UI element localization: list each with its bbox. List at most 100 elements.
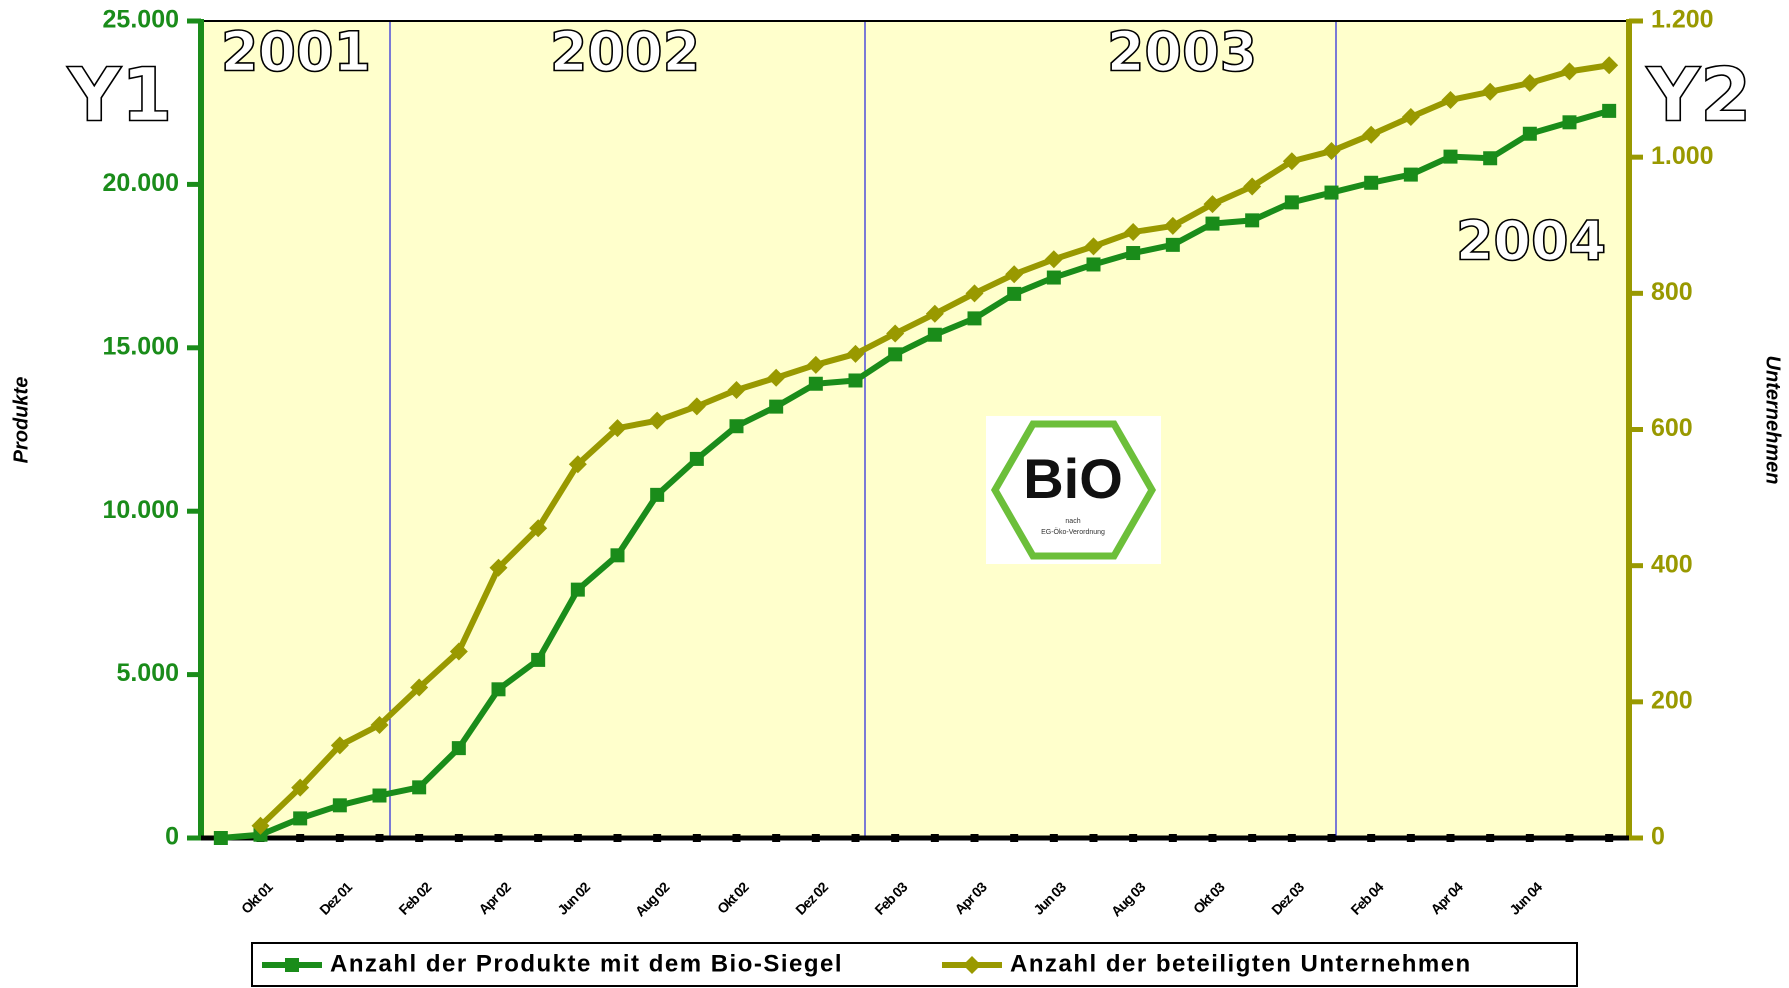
x-axis-tick <box>494 834 503 842</box>
marker <box>293 811 308 826</box>
marker <box>1522 126 1537 141</box>
marker <box>1403 167 1418 182</box>
x-tick-label: Aug 03 <box>1108 879 1149 920</box>
marker <box>570 582 585 597</box>
marker <box>1046 270 1061 285</box>
marker <box>729 419 744 434</box>
marker <box>1044 250 1063 269</box>
y-tick-label: 20.000 <box>103 169 179 197</box>
x-tick-label: Okt 02 <box>714 879 752 917</box>
marker <box>650 487 665 502</box>
marker <box>648 411 667 430</box>
x-axis-tick <box>1525 834 1534 842</box>
y-tick-label: 25.000 <box>103 6 179 34</box>
marker <box>1322 142 1341 161</box>
marker <box>806 355 825 374</box>
x-tick-label: Feb 04 <box>1347 879 1386 918</box>
x-axis-tick <box>1287 834 1296 842</box>
y2-tick-label: 800 <box>1651 278 1693 306</box>
marker <box>1443 149 1458 164</box>
marker <box>689 451 704 466</box>
marker <box>1124 223 1143 242</box>
marker <box>1007 286 1022 301</box>
x-axis-tick <box>1010 834 1019 842</box>
x-axis-tick <box>851 834 860 842</box>
x-axis-tick <box>1406 834 1415 842</box>
marker <box>1005 265 1024 284</box>
marker <box>608 419 627 438</box>
marker <box>808 376 823 391</box>
year-annotation: 2002 <box>550 21 700 84</box>
x-tick-label: Apr 03 <box>951 879 990 918</box>
x-axis-tick <box>1565 834 1574 842</box>
x-axis-tick <box>970 834 979 842</box>
logo-hexagon <box>990 420 1157 560</box>
marker <box>727 381 746 400</box>
marker <box>1520 73 1539 92</box>
marker <box>1243 177 1262 196</box>
marker <box>1441 90 1460 109</box>
x-axis-tick <box>811 834 820 842</box>
year-annotation: 2003 <box>1107 21 1257 84</box>
marker <box>1602 103 1617 118</box>
marker <box>1163 216 1182 235</box>
marker <box>767 368 786 387</box>
x-axis-tick <box>1208 834 1217 842</box>
marker <box>1481 82 1500 101</box>
marker <box>1086 257 1101 272</box>
marker <box>370 715 389 734</box>
x-axis-tick <box>1486 834 1495 842</box>
x-tick-label: Apr 02 <box>475 879 514 918</box>
marker <box>846 344 865 363</box>
x-tick-label: Okt 01 <box>238 879 276 917</box>
marker <box>1364 175 1379 190</box>
legend-marker <box>285 958 299 972</box>
x-axis-tick <box>1248 834 1257 842</box>
legend-label: Anzahl der Produkte mit dem Bio-Siegel <box>330 950 843 977</box>
marker <box>213 831 228 845</box>
marker <box>568 455 587 474</box>
x-axis-tick <box>692 834 701 842</box>
logo-bg <box>986 416 1161 564</box>
plot-area <box>201 21 1629 838</box>
marker <box>1324 185 1339 200</box>
y-axis-title: Produkte <box>10 377 32 464</box>
x-axis-tick <box>930 834 939 842</box>
y-tick-label: 15.000 <box>103 332 179 360</box>
marker <box>330 736 349 755</box>
x-tick-label: Dez 01 <box>316 879 355 918</box>
x-tick-label: Aug 02 <box>632 879 673 920</box>
x-axis-tick <box>1168 834 1177 842</box>
marker <box>1560 62 1579 81</box>
year-annotation: 2004 <box>1456 210 1606 273</box>
marker <box>967 311 982 326</box>
marker <box>1362 125 1381 144</box>
marker <box>1084 237 1103 256</box>
marker <box>1203 195 1222 214</box>
marker <box>769 399 784 414</box>
y2-tick-label: 1.200 <box>1651 6 1714 34</box>
x-axis-tick <box>1446 834 1455 842</box>
marker <box>1284 195 1299 210</box>
x-axis-tick <box>772 834 781 842</box>
y2-tick-label: 600 <box>1651 414 1693 442</box>
x-axis-tick <box>296 834 305 842</box>
marker <box>372 788 387 803</box>
y-tick-label: 5.000 <box>116 659 179 687</box>
marker <box>1562 115 1577 130</box>
marker <box>848 373 863 388</box>
x-tick-label: Apr 04 <box>1427 879 1466 918</box>
year-annotation: 2001 <box>221 21 371 84</box>
x-tick-label: Okt 03 <box>1190 879 1228 917</box>
x-axis-tick <box>573 834 582 842</box>
marker <box>332 798 347 813</box>
marker <box>1401 107 1420 126</box>
marker <box>1600 56 1619 75</box>
legend-label: Anzahl der beteiligten Unternehmen <box>1010 950 1472 977</box>
marker <box>1126 246 1141 261</box>
marker <box>886 324 905 343</box>
legend-marker <box>963 956 981 974</box>
axis-mark: Y2 <box>1645 53 1751 139</box>
x-axis-tick <box>653 834 662 842</box>
x-tick-label: Jun 03 <box>1030 879 1069 918</box>
